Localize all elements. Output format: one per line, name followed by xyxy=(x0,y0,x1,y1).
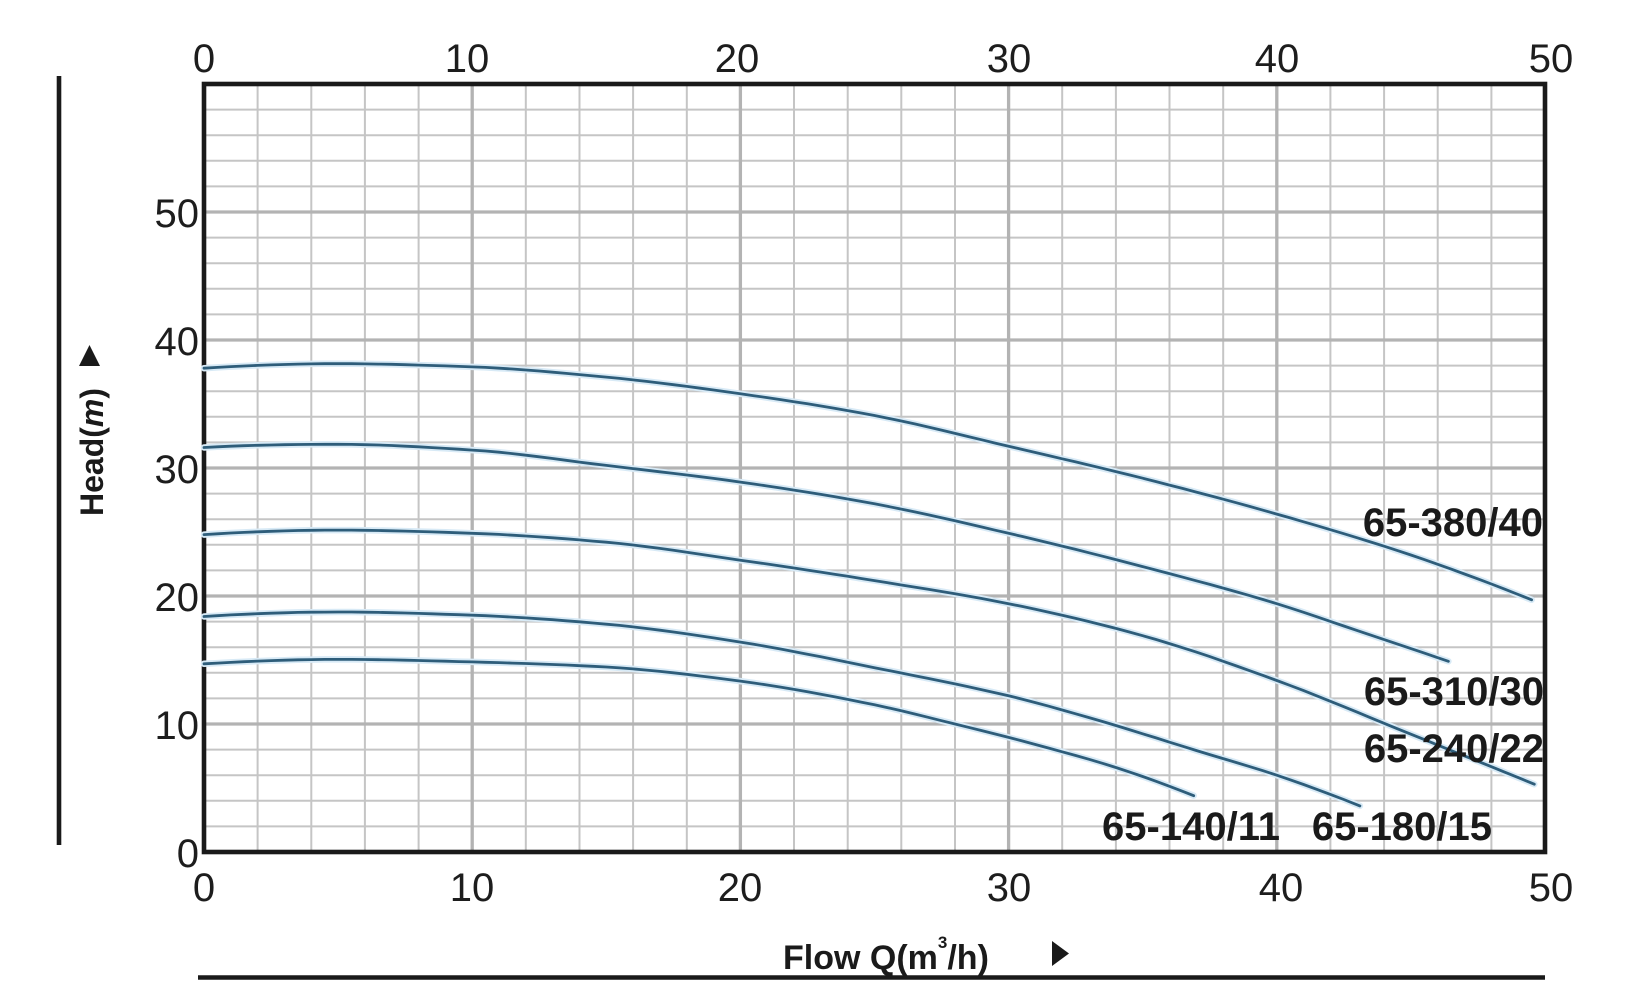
svg-text:Head(m): Head(m) xyxy=(74,388,110,516)
svg-text:10: 10 xyxy=(155,704,200,748)
svg-text:20: 20 xyxy=(715,37,760,81)
svg-text:30: 30 xyxy=(155,448,200,492)
svg-text:0: 0 xyxy=(193,37,215,81)
svg-text:50: 50 xyxy=(1529,866,1574,910)
svg-text:65-380/40: 65-380/40 xyxy=(1363,501,1543,545)
svg-text:50: 50 xyxy=(1529,37,1574,81)
svg-text:65-180/15: 65-180/15 xyxy=(1312,805,1492,849)
svg-text:50: 50 xyxy=(155,192,200,236)
svg-text:65-310/30: 65-310/30 xyxy=(1364,670,1544,714)
svg-text:30: 30 xyxy=(987,37,1032,81)
svg-text:40: 40 xyxy=(1259,866,1304,910)
svg-text:65-240/22: 65-240/22 xyxy=(1364,727,1544,771)
svg-text:10: 10 xyxy=(450,866,495,910)
svg-text:20: 20 xyxy=(155,576,200,620)
svg-text:0: 0 xyxy=(177,832,199,876)
svg-text:65-140/11: 65-140/11 xyxy=(1102,805,1280,849)
svg-text:30: 30 xyxy=(987,866,1032,910)
svg-text:40: 40 xyxy=(155,320,200,364)
svg-text:Flow Q(m3/h): Flow Q(m3/h) xyxy=(783,933,989,977)
svg-text:20: 20 xyxy=(718,866,763,910)
svg-text:0: 0 xyxy=(193,866,215,910)
svg-text:10: 10 xyxy=(445,37,490,81)
svg-text:40: 40 xyxy=(1255,37,1300,81)
